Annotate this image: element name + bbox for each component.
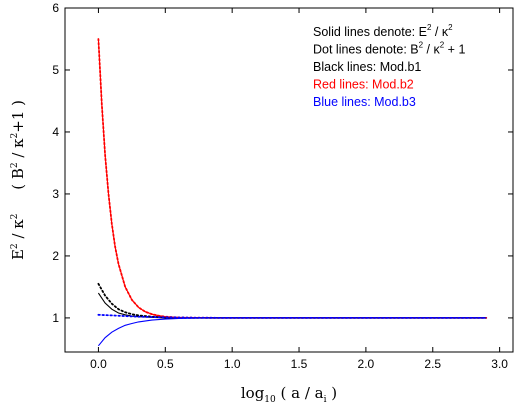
legend-item: Red lines: Mod.b2 xyxy=(313,78,414,92)
series-line-modb3-solid xyxy=(97,317,487,347)
x-tick-label: 0.0 xyxy=(90,357,107,371)
legend-item: Blue lines: Mod.b3 xyxy=(313,95,416,109)
series-line-modb2-dotted xyxy=(97,38,488,319)
x-axis-title: log10 ( a / ai ) xyxy=(241,384,337,405)
x-tick-label: 2.0 xyxy=(358,357,375,371)
x-tick-label: 3.0 xyxy=(491,357,508,371)
axis-ticks: 0.0 0.5 1.0 1.5 2.0 2.5 3.0 1 2 3 4 5 6 xyxy=(52,1,513,371)
x-tick-label: 2.5 xyxy=(424,357,441,371)
series-line-modb1-dotted xyxy=(97,282,488,319)
x-tick-label: 1.5 xyxy=(291,357,308,371)
y-tick-label: 4 xyxy=(52,125,59,139)
x-tick-label: 1.0 xyxy=(224,357,241,371)
y-axis-title: E2 / κ2 ( B2 / κ2+1 ) xyxy=(9,100,27,260)
series-line-modb1-solid xyxy=(97,292,487,319)
series-line-modb2-solid xyxy=(97,38,487,319)
x-tick-label: 0.5 xyxy=(157,357,174,371)
legend: Solid lines denote: E2 / κ2 Dot lines den… xyxy=(313,23,465,109)
plot-frame xyxy=(64,7,514,353)
y-tick-label: 3 xyxy=(52,187,59,201)
series-group xyxy=(97,38,488,347)
y-tick-label: 2 xyxy=(52,249,59,263)
y-tick-label: 5 xyxy=(52,63,59,77)
legend-item: Dot lines denote: B2 / κ2 + 1 xyxy=(313,41,465,57)
y-tick-label: 1 xyxy=(52,311,59,325)
series-line-modb3-dotted xyxy=(97,313,488,319)
legend-item: Black lines: Mod.b1 xyxy=(313,60,421,74)
y-tick-label: 6 xyxy=(52,1,59,15)
legend-item: Solid lines denote: E2 / κ2 xyxy=(313,23,453,39)
